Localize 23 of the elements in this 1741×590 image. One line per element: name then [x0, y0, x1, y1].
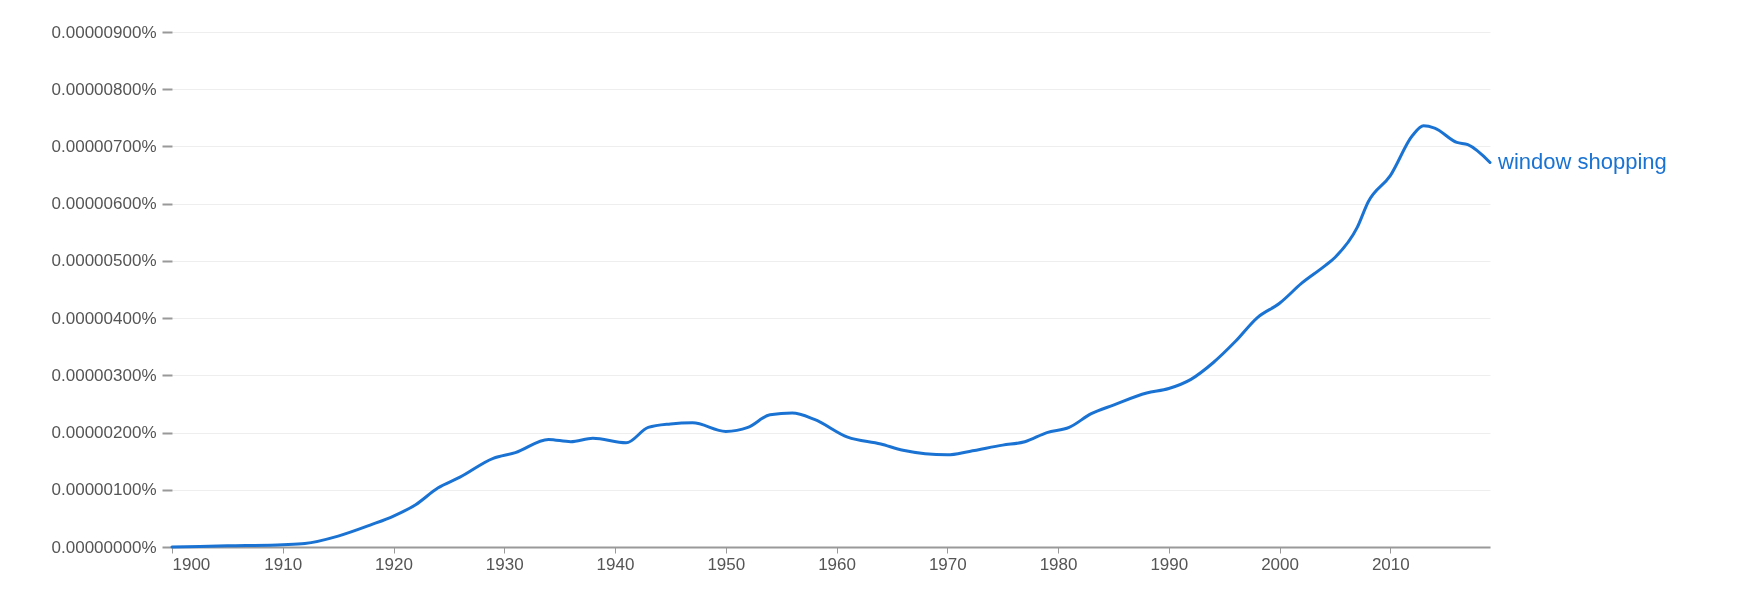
y-tick-label: 0.00000900%: [51, 22, 157, 42]
x-tick-label: 1930: [485, 554, 524, 574]
x-tick-label: 1900: [172, 554, 211, 574]
y-tick-label: 0.00000800%: [51, 79, 157, 99]
y-tick-label: 0.00000600%: [51, 194, 157, 214]
x-tick-label: 1920: [375, 554, 413, 574]
y-tick-label: 0.00000500%: [51, 251, 157, 271]
y-tick-label: 0.00000200%: [51, 423, 157, 443]
x-tick-label: 1990: [1150, 554, 1189, 574]
x-tick-label: 1980: [1039, 554, 1078, 574]
x-tick-label: 2000: [1261, 554, 1299, 574]
series-label: window shopping: [1497, 149, 1667, 175]
x-tick-label: 2010: [1371, 554, 1410, 574]
y-tick-label: 0.00000400%: [51, 308, 157, 328]
y-tick-label: 0.00000000%: [51, 537, 157, 557]
x-tick-label: 1940: [596, 554, 635, 574]
y-tick-label: 0.00000300%: [51, 365, 157, 385]
x-tick-label: 1910: [264, 554, 303, 574]
x-tick-label: 1970: [928, 554, 967, 574]
y-tick-label: 0.00000700%: [51, 136, 157, 156]
x-tick-label: 1960: [818, 554, 856, 574]
x-tick-label: 1950: [707, 554, 746, 574]
y-tick-label: 0.00000100%: [51, 480, 157, 500]
